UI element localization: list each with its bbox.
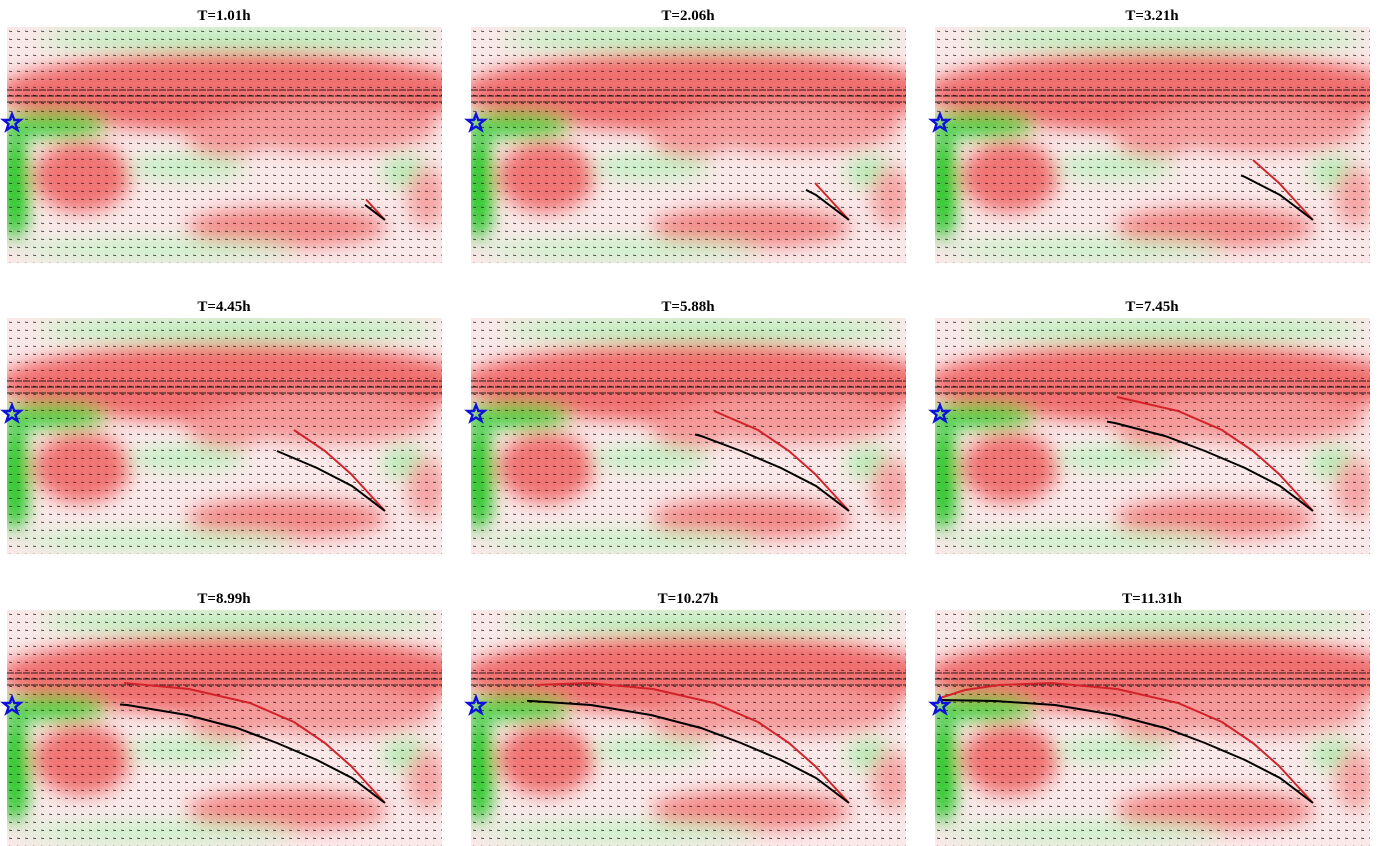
panel (925, 27, 1381, 263)
panel (0, 27, 477, 263)
panel (0, 610, 477, 846)
panel-title: T=5.88h (661, 299, 715, 315)
panel (461, 27, 941, 263)
flow-field (925, 318, 1381, 554)
flow-field (461, 27, 941, 263)
panel (461, 610, 941, 846)
flow-field (925, 27, 1381, 263)
panel-title: T=1.01h (197, 8, 251, 24)
figure: T=1.01h T=2.06h T=3.21h T=4.45h T=5.88h T=7.4… (0, 0, 1381, 846)
panel-title: T=4.45h (197, 299, 251, 315)
panel-title: T=3.21h (1125, 8, 1179, 24)
panel-title: T=10.27h (658, 591, 719, 607)
flow-field (0, 27, 477, 263)
panel (925, 610, 1381, 846)
panel-title: T=2.06h (661, 8, 715, 24)
panel (925, 318, 1381, 554)
flow-field (0, 318, 477, 554)
panel (0, 318, 477, 554)
flow-field (925, 610, 1381, 846)
panel-title: T=8.99h (197, 591, 251, 607)
panel-title: T=7.45h (1125, 299, 1179, 315)
panel (461, 318, 941, 554)
panel-title: T=11.31h (1122, 591, 1182, 607)
